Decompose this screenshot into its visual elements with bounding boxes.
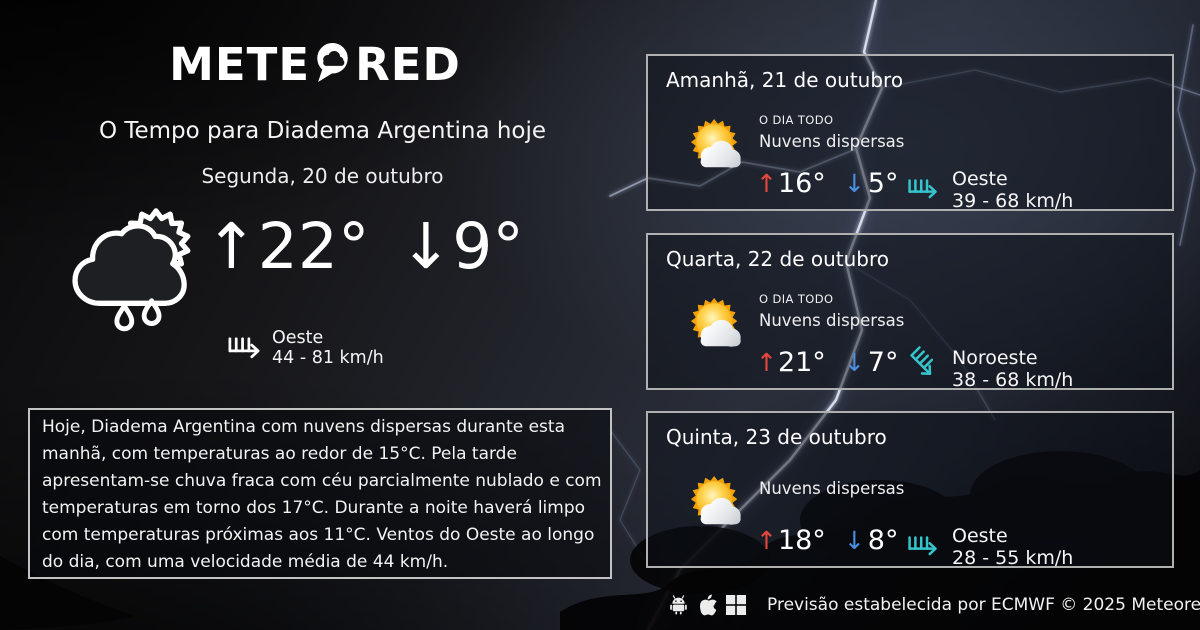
forecast-card-thursday[interactable]: Quinta, 23 de outubro Nuvens dispersas ↑… — [646, 411, 1174, 569]
wind-barb-icon — [228, 337, 260, 359]
wind-barb-icon — [908, 179, 937, 199]
rain-cloud-sun-icon — [72, 208, 191, 332]
forecast-wind-direction: Noroeste — [952, 347, 1038, 369]
page-date: Segunda, 20 de outubro — [201, 164, 444, 188]
current-wind: Oeste 44 - 81 km/h — [226, 328, 384, 368]
current-low: 9° — [452, 210, 524, 283]
sun-cloud-icon — [690, 297, 741, 347]
forecast-wind: Noroeste 38 - 68 km/h — [906, 346, 1074, 391]
forecast-temperatures: ↑ 16° ↓ 5° — [756, 167, 898, 201]
logo-text-right: RED — [355, 38, 461, 91]
forecast-temperatures: ↑ 21° ↓ 7° — [756, 346, 898, 380]
wind-barb-icon-northwest — [910, 346, 934, 376]
sun-cloud-icon — [690, 118, 741, 168]
forecast-wind-direction: Oeste — [952, 168, 1008, 190]
forecast-day-title: Quarta, 22 de outubro — [666, 247, 890, 271]
forecast-condition: Nuvens dispersas — [759, 132, 905, 151]
footer: Previsão estabelecida por ECMWF © 2025 M… — [668, 592, 1200, 618]
sun-cloud-icon — [690, 475, 741, 525]
apple-icon[interactable] — [698, 594, 717, 616]
forecast-wind: Oeste 39 - 68 km/h — [906, 168, 1073, 212]
logo-text-left: METE — [169, 38, 311, 91]
forecast-condition: Nuvens dispersas — [759, 311, 905, 330]
down-arrow-icon: ↓ — [399, 210, 453, 283]
page-title: O Tempo para Diadema Argentina hoje — [98, 118, 547, 144]
windows-icon[interactable] — [726, 595, 746, 615]
current-high: 22° — [257, 210, 370, 283]
weather-summary: Hoje, Diadema Argentina com nuvens dispe… — [28, 408, 612, 579]
forecast-low: 5° — [867, 168, 899, 199]
up-arrow-icon: ↑ — [756, 526, 777, 555]
forecast-period-label: O DIA TODO — [759, 292, 834, 306]
forecast-low: 7° — [867, 347, 899, 378]
current-wind-direction: Oeste — [272, 328, 324, 348]
forecast-wind-speed: 28 - 55 km/h — [952, 547, 1074, 569]
up-arrow-icon: ↑ — [756, 169, 777, 198]
forecast-low: 8° — [867, 525, 899, 556]
forecast-attribution: Previsão estabelecida por ECMWF © 2025 M… — [767, 595, 1200, 615]
forecast-high: 16° — [777, 168, 826, 199]
current-temperatures: ↑ 22° ↓ 9° — [205, 210, 524, 283]
forecast-wind-direction: Oeste — [952, 525, 1008, 547]
forecast-high: 18° — [777, 525, 826, 556]
current-wind-speed: 44 - 81 km/h — [272, 348, 384, 368]
forecast-wind-speed: 39 - 68 km/h — [952, 190, 1074, 212]
forecast-day-title: Quinta, 23 de outubro — [666, 425, 887, 449]
forecast-high: 21° — [777, 347, 826, 378]
down-arrow-icon: ↓ — [843, 169, 865, 198]
down-arrow-icon: ↓ — [843, 526, 865, 555]
meteored-logo[interactable]: METE RED — [0, 38, 630, 91]
forecast-wind-speed: 38 - 68 km/h — [952, 369, 1074, 391]
down-arrow-icon: ↓ — [843, 348, 865, 377]
up-arrow-icon: ↑ — [205, 210, 258, 283]
forecast-condition: Nuvens dispersas — [759, 479, 905, 498]
forecast-day-title: Amanhã, 21 de outubro — [666, 68, 904, 92]
up-arrow-icon: ↑ — [756, 348, 777, 377]
forecast-wind: Oeste 28 - 55 km/h — [906, 525, 1073, 569]
logo-bubble-cloud-icon — [317, 43, 348, 82]
forecast-card-tomorrow[interactable]: Amanhã, 21 de outubro O DIA TODO Nuvens … — [646, 54, 1174, 212]
wind-barb-icon — [908, 536, 937, 556]
android-icon[interactable] — [668, 594, 689, 616]
forecast-card-wednesday[interactable]: Quarta, 22 de outubro O DIA TODO Nuvens … — [646, 233, 1174, 391]
forecast-temperatures: ↑ 18° ↓ 8° — [756, 524, 898, 558]
forecast-period-label: O DIA TODO — [759, 113, 834, 127]
